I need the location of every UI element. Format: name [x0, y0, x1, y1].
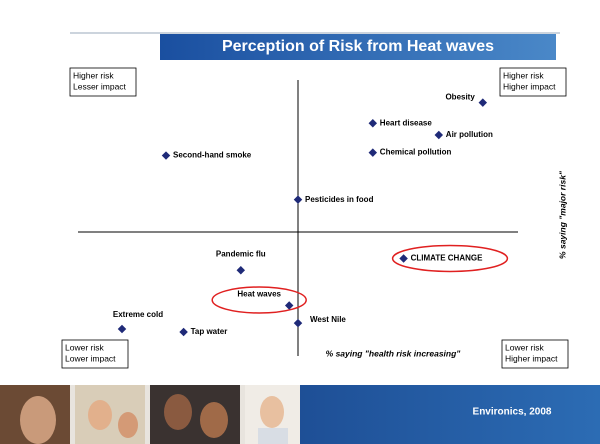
quadrant-label: Lower risk — [505, 342, 544, 352]
footer-bar — [300, 385, 600, 444]
point-label: Second-hand smoke — [173, 151, 252, 160]
point — [118, 325, 126, 333]
quadrant-label: Higher impact — [505, 353, 558, 363]
point-label: Extreme cold — [113, 310, 163, 319]
point — [294, 319, 302, 327]
point-label: Obesity — [445, 93, 475, 102]
point — [237, 266, 245, 274]
footer-text: Environics, 2008 — [473, 407, 552, 418]
quadrant-label: Higher risk — [73, 70, 114, 80]
point — [179, 328, 187, 336]
point-label: Tap water — [191, 327, 228, 336]
quadrant-label: Higher impact — [503, 81, 556, 91]
quadrant-label: Lower impact — [65, 353, 116, 363]
x-axis-title: % saying "health risk increasing" — [326, 348, 462, 358]
point — [435, 131, 443, 139]
point-label: Pesticides in food — [305, 195, 374, 204]
point-label: Air pollution — [446, 130, 493, 139]
point — [369, 148, 377, 156]
point — [162, 151, 170, 159]
quadrant-label: Lower risk — [65, 342, 104, 352]
point-label: Heart disease — [380, 118, 433, 127]
point-label: Heat waves — [237, 290, 281, 299]
quadrant-label: Higher risk — [503, 70, 544, 80]
y-axis-title: % saying "major risk" — [557, 170, 567, 259]
point-label: Chemical pollution — [380, 148, 452, 157]
point-label: CLIMATE CHANGE — [411, 254, 484, 263]
point-label: Pandemic flu — [216, 249, 266, 258]
point — [399, 254, 407, 262]
point — [294, 195, 302, 203]
point — [369, 119, 377, 127]
chart-title: Perception of Risk from Heat waves — [222, 38, 494, 55]
point — [479, 98, 487, 106]
point — [285, 301, 293, 309]
slide: Perception of Risk from Heat waves % say… — [0, 0, 600, 444]
point-label: West Nile — [310, 315, 346, 324]
quadrant-label: Lesser impact — [73, 81, 127, 91]
photo-strip — [0, 385, 300, 444]
